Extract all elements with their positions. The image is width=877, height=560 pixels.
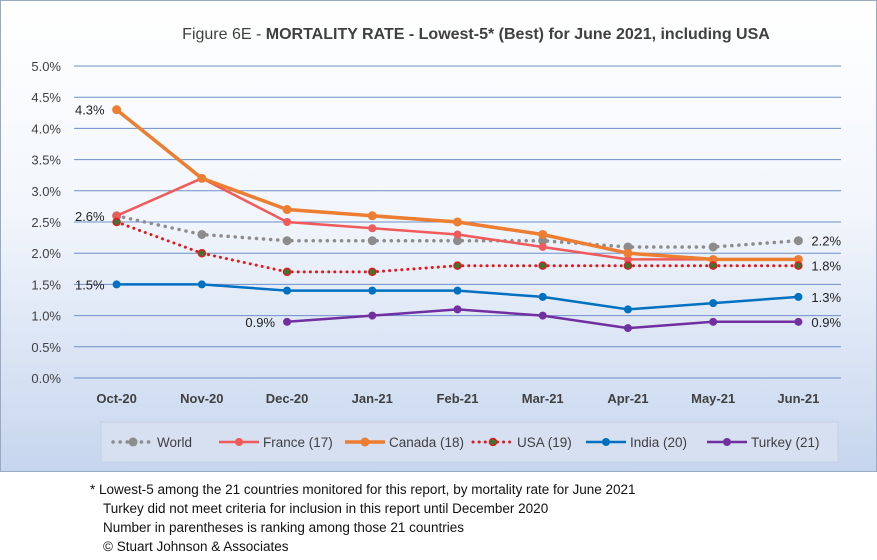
data-point xyxy=(708,242,718,252)
data-point xyxy=(368,224,377,233)
legend-swatch-marker xyxy=(235,438,243,446)
data-point xyxy=(368,267,377,277)
data-point xyxy=(623,261,633,270)
y-tick-label: 3.0% xyxy=(31,184,61,199)
data-point xyxy=(709,299,718,308)
data-point xyxy=(538,311,547,320)
data-point xyxy=(538,229,548,239)
legend-label: World xyxy=(157,435,192,450)
data-point xyxy=(367,211,377,221)
footnote-line-2: Turkey did not meet criteria for inclusi… xyxy=(103,501,549,516)
chart-title: Figure 6E - MORTALITY RATE - Lowest-5* (… xyxy=(182,26,770,43)
data-point xyxy=(112,280,121,289)
y-tick-label: 2.5% xyxy=(31,215,61,230)
y-tick-label: 5.0% xyxy=(31,59,61,74)
legend-label: Canada (18) xyxy=(389,435,464,450)
data-point xyxy=(794,292,803,301)
legend-swatch-marker xyxy=(723,438,731,446)
y-tick-label: 0.0% xyxy=(31,371,61,386)
data-point xyxy=(708,254,718,264)
y-tick-label: 3.5% xyxy=(31,153,61,168)
chart-title-main: MORTALITY RATE - Lowest-5* (Best) for Ju… xyxy=(266,26,770,43)
data-point xyxy=(708,261,718,270)
chart-title-prefix: Figure 6E - xyxy=(182,26,266,43)
data-point xyxy=(623,248,633,258)
data-point xyxy=(538,261,547,270)
data-point xyxy=(368,311,377,320)
mortality-line-chart: Figure 6E - MORTALITY RATE - Lowest-5* (… xyxy=(31,26,841,463)
x-tick-label: Nov-20 xyxy=(180,391,223,406)
legend-label: Turkey (21) xyxy=(751,435,820,450)
data-point xyxy=(197,173,207,183)
data-point xyxy=(197,280,206,289)
data-point xyxy=(283,286,292,295)
data-point xyxy=(794,317,803,326)
x-tick-label: Feb-21 xyxy=(437,391,479,406)
data-label: 2.6% xyxy=(75,209,105,224)
footnote-line-4: © Stuart Johnson & Associates xyxy=(103,539,289,554)
data-point xyxy=(453,305,462,314)
y-tick-label: 4.0% xyxy=(31,121,61,136)
y-tick-label: 2.0% xyxy=(31,246,61,261)
data-point xyxy=(453,236,462,246)
data-point xyxy=(453,230,462,239)
legend-swatch-marker xyxy=(128,437,138,447)
data-point xyxy=(623,255,632,264)
data-point xyxy=(793,236,803,246)
data-point xyxy=(538,236,548,246)
data-point xyxy=(112,105,122,115)
x-tick-label: May-21 xyxy=(691,391,735,406)
data-label: 0.9% xyxy=(811,315,841,330)
legend-label: USA (19) xyxy=(517,435,572,450)
legend-label: France (17) xyxy=(263,435,333,450)
data-point xyxy=(112,211,121,220)
data-point xyxy=(112,217,121,227)
data-point xyxy=(197,229,207,239)
data-label: 2.2% xyxy=(811,234,841,249)
data-point xyxy=(368,286,377,295)
footnote-line-1: * Lowest-5 among the 21 countries monito… xyxy=(90,482,636,497)
legend-swatch-marker xyxy=(488,437,498,447)
data-point xyxy=(453,217,462,227)
y-tick-label: 1.0% xyxy=(31,309,61,324)
data-label: 1.3% xyxy=(811,290,841,305)
data-point xyxy=(282,205,292,215)
data-point xyxy=(793,254,803,264)
data-point xyxy=(538,242,547,251)
data-point xyxy=(282,236,292,246)
data-point xyxy=(623,324,632,333)
chart-panel: Figure 6E - MORTALITY RATE - Lowest-5* (… xyxy=(0,0,877,472)
footnotes: * Lowest-5 among the 21 countries monito… xyxy=(0,480,877,556)
y-tick-label: 4.5% xyxy=(31,90,61,105)
y-tick-label: 1.5% xyxy=(31,277,61,292)
legend-label: India (20) xyxy=(630,435,687,450)
x-tick-label: Apr-21 xyxy=(607,391,648,406)
legend-swatch-marker xyxy=(360,437,370,447)
data-point xyxy=(283,317,292,326)
data-point xyxy=(623,305,632,314)
legend-swatch-marker xyxy=(602,438,610,446)
x-tick-label: Mar-21 xyxy=(522,391,564,406)
data-point xyxy=(367,236,377,246)
data-point xyxy=(709,317,718,326)
data-point xyxy=(283,218,292,226)
x-tick-label: Jan-21 xyxy=(352,391,393,406)
data-point xyxy=(282,267,292,277)
y-tick-label: 0.5% xyxy=(31,340,61,355)
data-point xyxy=(453,261,462,270)
data-label: 1.5% xyxy=(75,277,105,292)
data-point xyxy=(197,248,207,258)
data-point xyxy=(794,261,803,270)
data-point xyxy=(538,292,547,301)
x-tick-label: Dec-20 xyxy=(266,391,309,406)
footnote-line-3: Number in parentheses is ranking among t… xyxy=(103,520,464,535)
x-tick-label: Oct-20 xyxy=(96,391,136,406)
data-label: 0.9% xyxy=(245,315,275,330)
data-label: 1.8% xyxy=(811,259,841,274)
data-label: 4.3% xyxy=(75,103,105,118)
data-point xyxy=(453,286,462,295)
data-point xyxy=(623,242,633,252)
x-tick-label: Jun-21 xyxy=(777,391,819,406)
